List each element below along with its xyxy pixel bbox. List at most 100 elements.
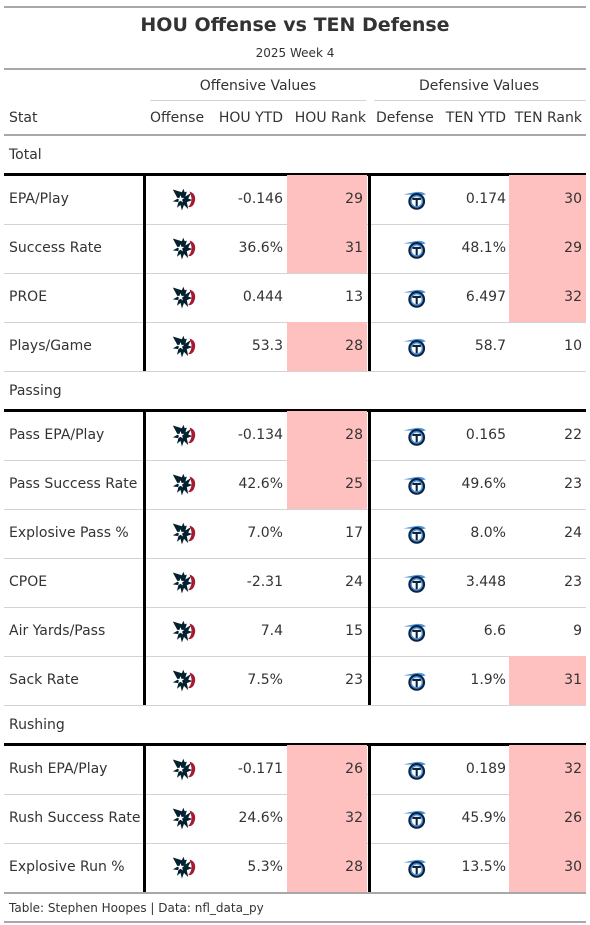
ten-ytd-value: 49.6% (461, 476, 506, 492)
ten-rank-value: 31 (509, 656, 586, 705)
source-note: Table: Stephen Hoopes | Data: nfl_data_p… (9, 901, 264, 915)
hou-rank-value: 28 (287, 411, 367, 460)
ten-ytd-value: 6.497 (465, 289, 506, 305)
hou-ytd-value: -0.171 (237, 761, 283, 777)
ten-ytd-value: 8.0% (470, 525, 506, 541)
ten-ytd-value: 45.9% (461, 810, 506, 826)
texans-logo-icon (170, 667, 198, 695)
ten-rank-value: 30 (509, 175, 586, 224)
hou-rank-value: 13 (345, 289, 363, 305)
table-subtitle: 2025 Week 4 (255, 46, 335, 60)
hou-ytd-value: -0.146 (237, 191, 283, 207)
titans-logo-icon (402, 186, 430, 214)
table-row: Sack Rate 7.5% 23 1.9% 31 (4, 656, 586, 705)
ten-rank-value: 30 (509, 843, 586, 892)
group-top-border (4, 743, 586, 746)
hou-rank-value: 32 (287, 794, 367, 843)
hou-ytd-value: 36.6% (238, 240, 283, 256)
table-row: Rush Success Rate 24.6% 32 45.9% 26 (4, 794, 586, 843)
titans-logo-icon (402, 667, 430, 695)
titans-logo-icon (402, 333, 430, 361)
hou-rank-value: 28 (287, 843, 367, 892)
table-title: HOU Offense vs TEN Defense (140, 14, 450, 36)
ten-ytd-value: 0.165 (465, 427, 506, 443)
hou-ytd-value: 42.6% (238, 476, 283, 492)
texans-logo-icon (170, 471, 198, 499)
column-header-ten-ytd: TEN YTD (445, 110, 506, 126)
ten-ytd-value: 0.174 (465, 191, 506, 207)
column-separator (143, 173, 146, 371)
stat-name: PROE (9, 289, 48, 305)
texans-logo-icon (170, 186, 198, 214)
titans-logo-icon (402, 422, 430, 450)
hou-rank-value: 23 (345, 672, 363, 688)
hou-ytd-value: 24.6% (238, 810, 283, 826)
hou-rank-value: 17 (345, 525, 363, 541)
row-divider (4, 705, 586, 706)
ten-rank-value: 29 (509, 224, 586, 273)
ten-rank-value: 26 (509, 794, 586, 843)
texans-logo-icon (170, 569, 198, 597)
titans-logo-icon (402, 805, 430, 833)
body-bottom-border (4, 892, 586, 894)
ten-rank-value: 32 (509, 273, 586, 322)
texans-logo-icon (170, 333, 198, 361)
group-top-border (4, 173, 586, 176)
hou-ytd-value: -2.31 (246, 574, 283, 590)
hou-ytd-value: 7.0% (247, 525, 283, 541)
column-separator (143, 743, 146, 892)
stat-name: Success Rate (9, 240, 102, 256)
texans-logo-icon (170, 284, 198, 312)
hou-ytd-value: 7.4 (260, 623, 283, 639)
texans-logo-icon (170, 235, 198, 263)
stat-name: Pass EPA/Play (9, 427, 105, 443)
stat-name: Explosive Pass % (9, 525, 129, 541)
table-row: EPA/Play -0.146 29 0.174 30 (4, 175, 586, 224)
column-separator (143, 409, 146, 705)
column-header-ten-rank: TEN Rank (514, 110, 582, 126)
titans-logo-icon (402, 520, 430, 548)
column-header-hou-rank: HOU Rank (294, 110, 366, 126)
stat-name: Plays/Game (9, 338, 92, 354)
row-divider (4, 656, 586, 657)
hou-ytd-value: 53.3 (251, 338, 283, 354)
texans-logo-icon (170, 618, 198, 646)
row-group-label: Total (9, 147, 42, 163)
row-divider (4, 509, 586, 510)
column-header-offense: Offense (150, 110, 205, 126)
titans-logo-icon (402, 756, 430, 784)
ten-rank-value: 10 (564, 338, 582, 354)
stat-name: Pass Success Rate (9, 476, 138, 492)
table-row: CPOE -2.31 24 3.448 23 (4, 558, 586, 607)
hou-ytd-value: 0.444 (242, 289, 283, 305)
titans-logo-icon (402, 284, 430, 312)
column-separator (368, 743, 371, 892)
ten-ytd-value: 48.1% (461, 240, 506, 256)
ten-rank-value: 24 (564, 525, 582, 541)
hou-ytd-value: 5.3% (247, 859, 283, 875)
stat-name: Sack Rate (9, 672, 79, 688)
table-row: Rush EPA/Play -0.171 26 0.189 32 (4, 745, 586, 794)
hou-rank-value: 26 (287, 745, 367, 794)
spanner-offensive-values: Offensive Values (199, 78, 317, 94)
titans-logo-icon (402, 471, 430, 499)
texans-logo-icon (170, 520, 198, 548)
column-separator (368, 173, 371, 371)
titans-logo-icon (402, 569, 430, 597)
hou-rank-value: 24 (345, 574, 363, 590)
table-row: PROE 0.444 13 6.497 32 (4, 273, 586, 322)
row-divider (4, 273, 586, 274)
ten-rank-value: 23 (564, 476, 582, 492)
texans-logo-icon (170, 854, 198, 882)
top-border (4, 6, 586, 8)
ten-rank-value: 23 (564, 574, 582, 590)
texans-logo-icon (170, 805, 198, 833)
hou-rank-value: 15 (345, 623, 363, 639)
row-divider (4, 371, 586, 372)
ten-ytd-value: 58.7 (474, 338, 506, 354)
row-group-label: Rushing (9, 717, 65, 733)
table-row: Explosive Pass % 7.0% 17 8.0% 24 (4, 509, 586, 558)
hou-ytd-value: 7.5% (247, 672, 283, 688)
column-header-defense: Defense (376, 110, 434, 126)
